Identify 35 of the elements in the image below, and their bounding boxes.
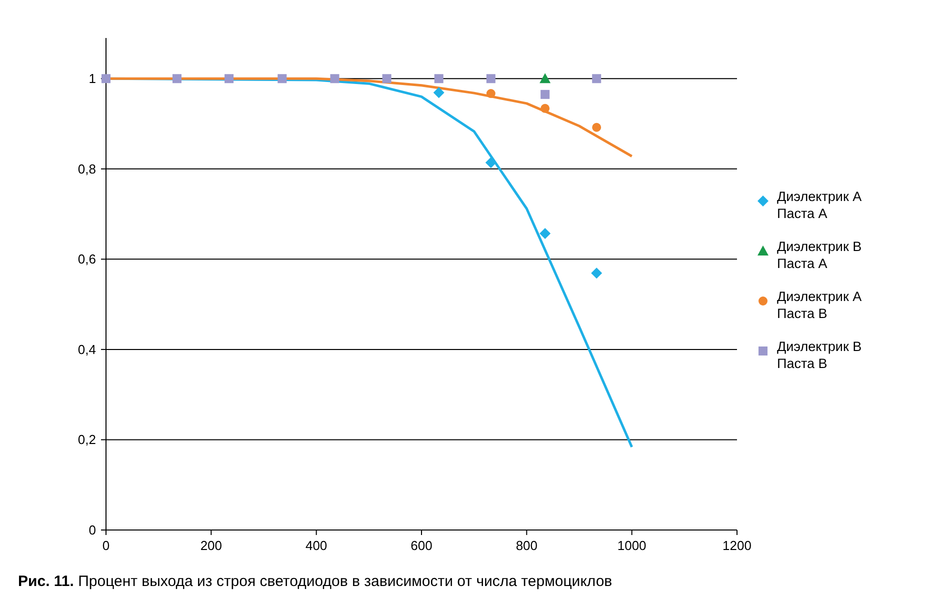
y-tick-label: 1 <box>88 71 96 86</box>
point <box>434 74 444 84</box>
x-tick-label: 0 <box>102 538 110 553</box>
point <box>486 74 496 84</box>
point <box>540 73 551 84</box>
point <box>592 122 602 132</box>
point <box>592 74 602 84</box>
point <box>172 74 182 84</box>
y-tick-label: 0,6 <box>78 252 96 267</box>
legend-label: Диэлектрик A Паста B <box>777 289 862 321</box>
x-tick-label: 1000 <box>617 538 646 553</box>
point <box>591 268 602 279</box>
y-tick-label: 0,4 <box>78 342 96 357</box>
x-tick-label: 600 <box>410 538 432 553</box>
point <box>382 74 392 84</box>
y-tick-label: 0,2 <box>78 432 96 448</box>
point <box>278 74 287 84</box>
x-tick-label: 200 <box>200 538 222 553</box>
legend-label: Диэлектрик B Паста B <box>777 339 862 371</box>
legend-label: Диэлектрик B Паста A <box>777 239 862 271</box>
point <box>224 74 234 84</box>
point <box>485 157 496 168</box>
x-tick-label: 800 <box>516 538 538 553</box>
point <box>540 228 551 239</box>
x-tick-label: 400 <box>305 538 328 553</box>
point <box>540 90 550 99</box>
text: Рис. 11. Процент выхода из строя светодиодов в зависимости от числа термоциклов <box>18 573 612 590</box>
y-tick-label: 0,8 <box>78 161 96 176</box>
x-tick-label: 1200 <box>722 538 752 553</box>
point <box>433 87 444 98</box>
y-tick-label: 0 <box>88 522 96 538</box>
legend-label: Диэлектрик A Паста A <box>777 189 862 221</box>
point <box>540 104 550 113</box>
point <box>486 89 496 98</box>
point <box>330 74 340 84</box>
